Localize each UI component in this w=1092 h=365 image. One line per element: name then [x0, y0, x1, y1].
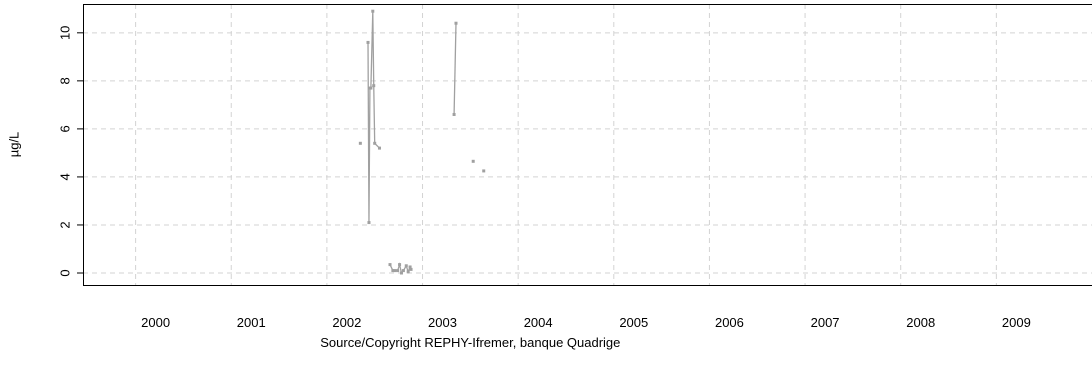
- data-point: [406, 270, 410, 274]
- data-point: [401, 269, 405, 273]
- data-point: [377, 146, 381, 150]
- series-line: [367, 11, 380, 223]
- plot-area: [83, 4, 1092, 286]
- data-series: [358, 9, 486, 275]
- y-tick-label: 6: [58, 125, 73, 132]
- y-axis-title: µg/L: [7, 132, 22, 158]
- data-point: [391, 269, 395, 273]
- data-point: [388, 263, 392, 267]
- data-point: [393, 269, 397, 273]
- source-caption: Source/Copyright REPHY-Ifremer, banque Q…: [320, 335, 620, 350]
- grid-lines: [83, 4, 1092, 285]
- y-tick-label: 0: [58, 269, 73, 276]
- x-tick-label: 2009: [1002, 315, 1031, 330]
- data-point: [482, 169, 486, 173]
- x-tick-label: 2006: [715, 315, 744, 330]
- x-axis: 2000 2001 2002 2003 2004 2005 2006 2007 2008 2009: [141, 315, 1031, 330]
- data-point: [398, 263, 402, 267]
- data-point: [404, 264, 408, 268]
- data-point: [371, 9, 375, 13]
- data-point: [396, 269, 400, 273]
- x-tick-label: 2000: [141, 315, 170, 330]
- x-tick-label: 2005: [619, 315, 648, 330]
- y-tick-label: 10: [58, 26, 73, 40]
- data-point: [452, 112, 456, 116]
- data-point: [471, 159, 475, 163]
- data-point: [454, 21, 458, 25]
- x-tick-label: 2002: [332, 315, 361, 330]
- y-tick-label: 4: [58, 173, 73, 180]
- y-axis: 0 2 4 6 8 10: [58, 26, 83, 277]
- data-point: [409, 267, 413, 271]
- data-point: [373, 141, 377, 145]
- data-point: [369, 86, 373, 90]
- x-tick-label: 2007: [811, 315, 840, 330]
- x-tick-label: 2001: [237, 315, 266, 330]
- data-point: [358, 141, 362, 145]
- y-tick-label: 8: [58, 77, 73, 84]
- data-point: [408, 265, 412, 269]
- data-point: [367, 221, 371, 225]
- y-tick-label: 2: [58, 221, 73, 228]
- data-point: [366, 40, 370, 44]
- x-tick-label: 2008: [906, 315, 935, 330]
- data-point: [399, 271, 403, 275]
- x-tick-label: 2004: [524, 315, 553, 330]
- series-line: [453, 23, 457, 115]
- x-tick-label: 2003: [428, 315, 457, 330]
- data-point: [372, 84, 376, 88]
